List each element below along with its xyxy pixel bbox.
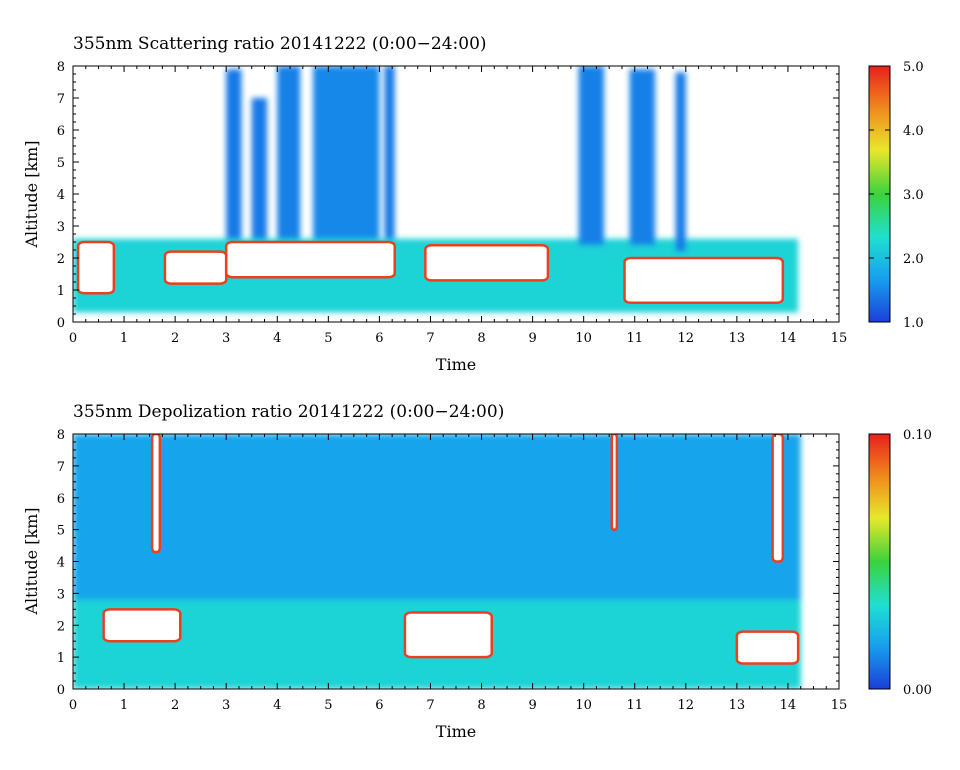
heatmap-saturated-region [403, 611, 493, 659]
heatmap-saturated-region [771, 434, 785, 563]
colorbar-tick-label: 1.0 [903, 316, 924, 331]
x-tick-label: 4 [273, 698, 281, 713]
x-tick-label: 6 [375, 698, 383, 713]
chart-title: 355nm Depolization ratio 20141222 (0:00−… [73, 402, 504, 422]
heatmap-column [578, 66, 605, 246]
x-tick-label: 5 [324, 698, 332, 713]
y-tick-label: 6 [57, 124, 65, 139]
x-tick-label: 15 [831, 698, 848, 713]
x-tick-label: 7 [426, 698, 434, 713]
y-tick-label: 3 [57, 220, 65, 235]
heatmap-saturated-region [623, 256, 785, 305]
chart-scattering-ratio: 355nm Scattering ratio 20141222 (0:00−24… [22, 34, 924, 374]
x-tick-label: 3 [222, 698, 230, 713]
heatmap-saturated-region [76, 240, 116, 295]
x-tick-label: 0 [69, 331, 77, 346]
colorbar-tick-label: 5.0 [903, 60, 924, 75]
x-tick-label: 11 [626, 331, 643, 346]
x-tick-label: 11 [626, 698, 643, 713]
heatmap-column [313, 66, 380, 239]
y-tick-label: 3 [57, 587, 65, 602]
heatmap-column [384, 66, 395, 239]
heatmap-column [226, 69, 242, 239]
colorbar-ticks: 1.0 2.0 3.0 4.0 5.0 [869, 60, 924, 331]
y-tick-label: 0 [57, 683, 65, 698]
x-tick-label: 10 [575, 698, 592, 713]
heatmap-area [73, 66, 799, 313]
x-tick-label: 4 [273, 331, 281, 346]
x-tick-label: 8 [477, 331, 485, 346]
x-axis-label: Time [436, 722, 476, 741]
x-tick-label: 13 [729, 698, 746, 713]
x-tick-label: 14 [780, 698, 797, 713]
y-tick-label: 6 [57, 492, 65, 507]
y-tick-label: 7 [57, 92, 65, 107]
x-tick-label: 12 [678, 331, 695, 346]
x-tick-label: 0 [69, 698, 77, 713]
heatmap-saturated-region [163, 250, 228, 285]
x-tick-label: 9 [528, 698, 536, 713]
x-tick-label: 5 [324, 331, 332, 346]
colorbar: 0.00 0.10 [868, 428, 932, 698]
x-tick-label: 14 [780, 331, 797, 346]
y-tick-label: 4 [57, 188, 65, 203]
y-axis-label: Altitude [km] [22, 140, 41, 248]
y-tick-label: 0 [57, 316, 65, 331]
colorbar-tick-label: 2.0 [903, 252, 924, 267]
heatmap-saturated-region [424, 243, 550, 282]
y-tick-label: 5 [57, 156, 65, 171]
y-tick-label: 2 [57, 252, 65, 267]
y-tick-label: 2 [57, 619, 65, 634]
colorbar-tick-label: 0.10 [903, 428, 932, 443]
y-tick-label: 1 [57, 284, 65, 299]
heatmap-column [251, 98, 268, 239]
x-tick-label: 10 [575, 331, 592, 346]
x-tick-label: 3 [222, 331, 230, 346]
x-tick-label: 12 [678, 698, 695, 713]
colorbar-ticks: 0.00 0.10 [869, 428, 932, 698]
y-tick-label: 8 [57, 60, 65, 75]
colorbar: 1.0 2.0 3.0 4.0 5.0 [868, 60, 924, 331]
heatmap-saturated-region [735, 630, 800, 665]
x-axis-label: Time [436, 355, 476, 374]
heatmap-saturated-region [610, 434, 619, 531]
x-tick-label: 15 [831, 331, 848, 346]
x-tick-label: 1 [120, 698, 128, 713]
y-tick-label: 1 [57, 651, 65, 666]
heatmap-saturated-region [224, 240, 396, 279]
colorbar-tick-label: 0.00 [903, 683, 932, 698]
y-tick-label: 5 [57, 524, 65, 539]
x-tick-label: 13 [729, 331, 746, 346]
heatmap-column [277, 66, 301, 239]
colorbar-gradient [868, 433, 891, 690]
x-tick-label: 9 [528, 331, 536, 346]
heatmap-column [629, 69, 656, 246]
colorbar-tick-label: 4.0 [903, 124, 924, 139]
x-tick-label: 1 [120, 331, 128, 346]
x-tick-label: 6 [375, 331, 383, 346]
y-axis-label: Altitude [km] [22, 507, 41, 615]
y-tick-label: 4 [57, 556, 65, 571]
x-tick-label: 2 [171, 331, 179, 346]
x-tick-label: 2 [171, 698, 179, 713]
heatmap-saturated-region [150, 434, 162, 554]
heatmap-column [675, 72, 686, 252]
heatmap-saturated-region [102, 608, 182, 643]
y-tick-label: 7 [57, 460, 65, 475]
y-tick-label: 8 [57, 428, 65, 443]
heatmap-area [73, 434, 801, 689]
chart-title: 355nm Scattering ratio 20141222 (0:00−24… [73, 34, 487, 54]
x-tick-label: 8 [477, 698, 485, 713]
chart-depolarization-ratio: 355nm Depolization ratio 20141222 (0:00−… [22, 402, 932, 741]
x-tick-label: 7 [426, 331, 434, 346]
colorbar-tick-label: 3.0 [903, 188, 924, 203]
